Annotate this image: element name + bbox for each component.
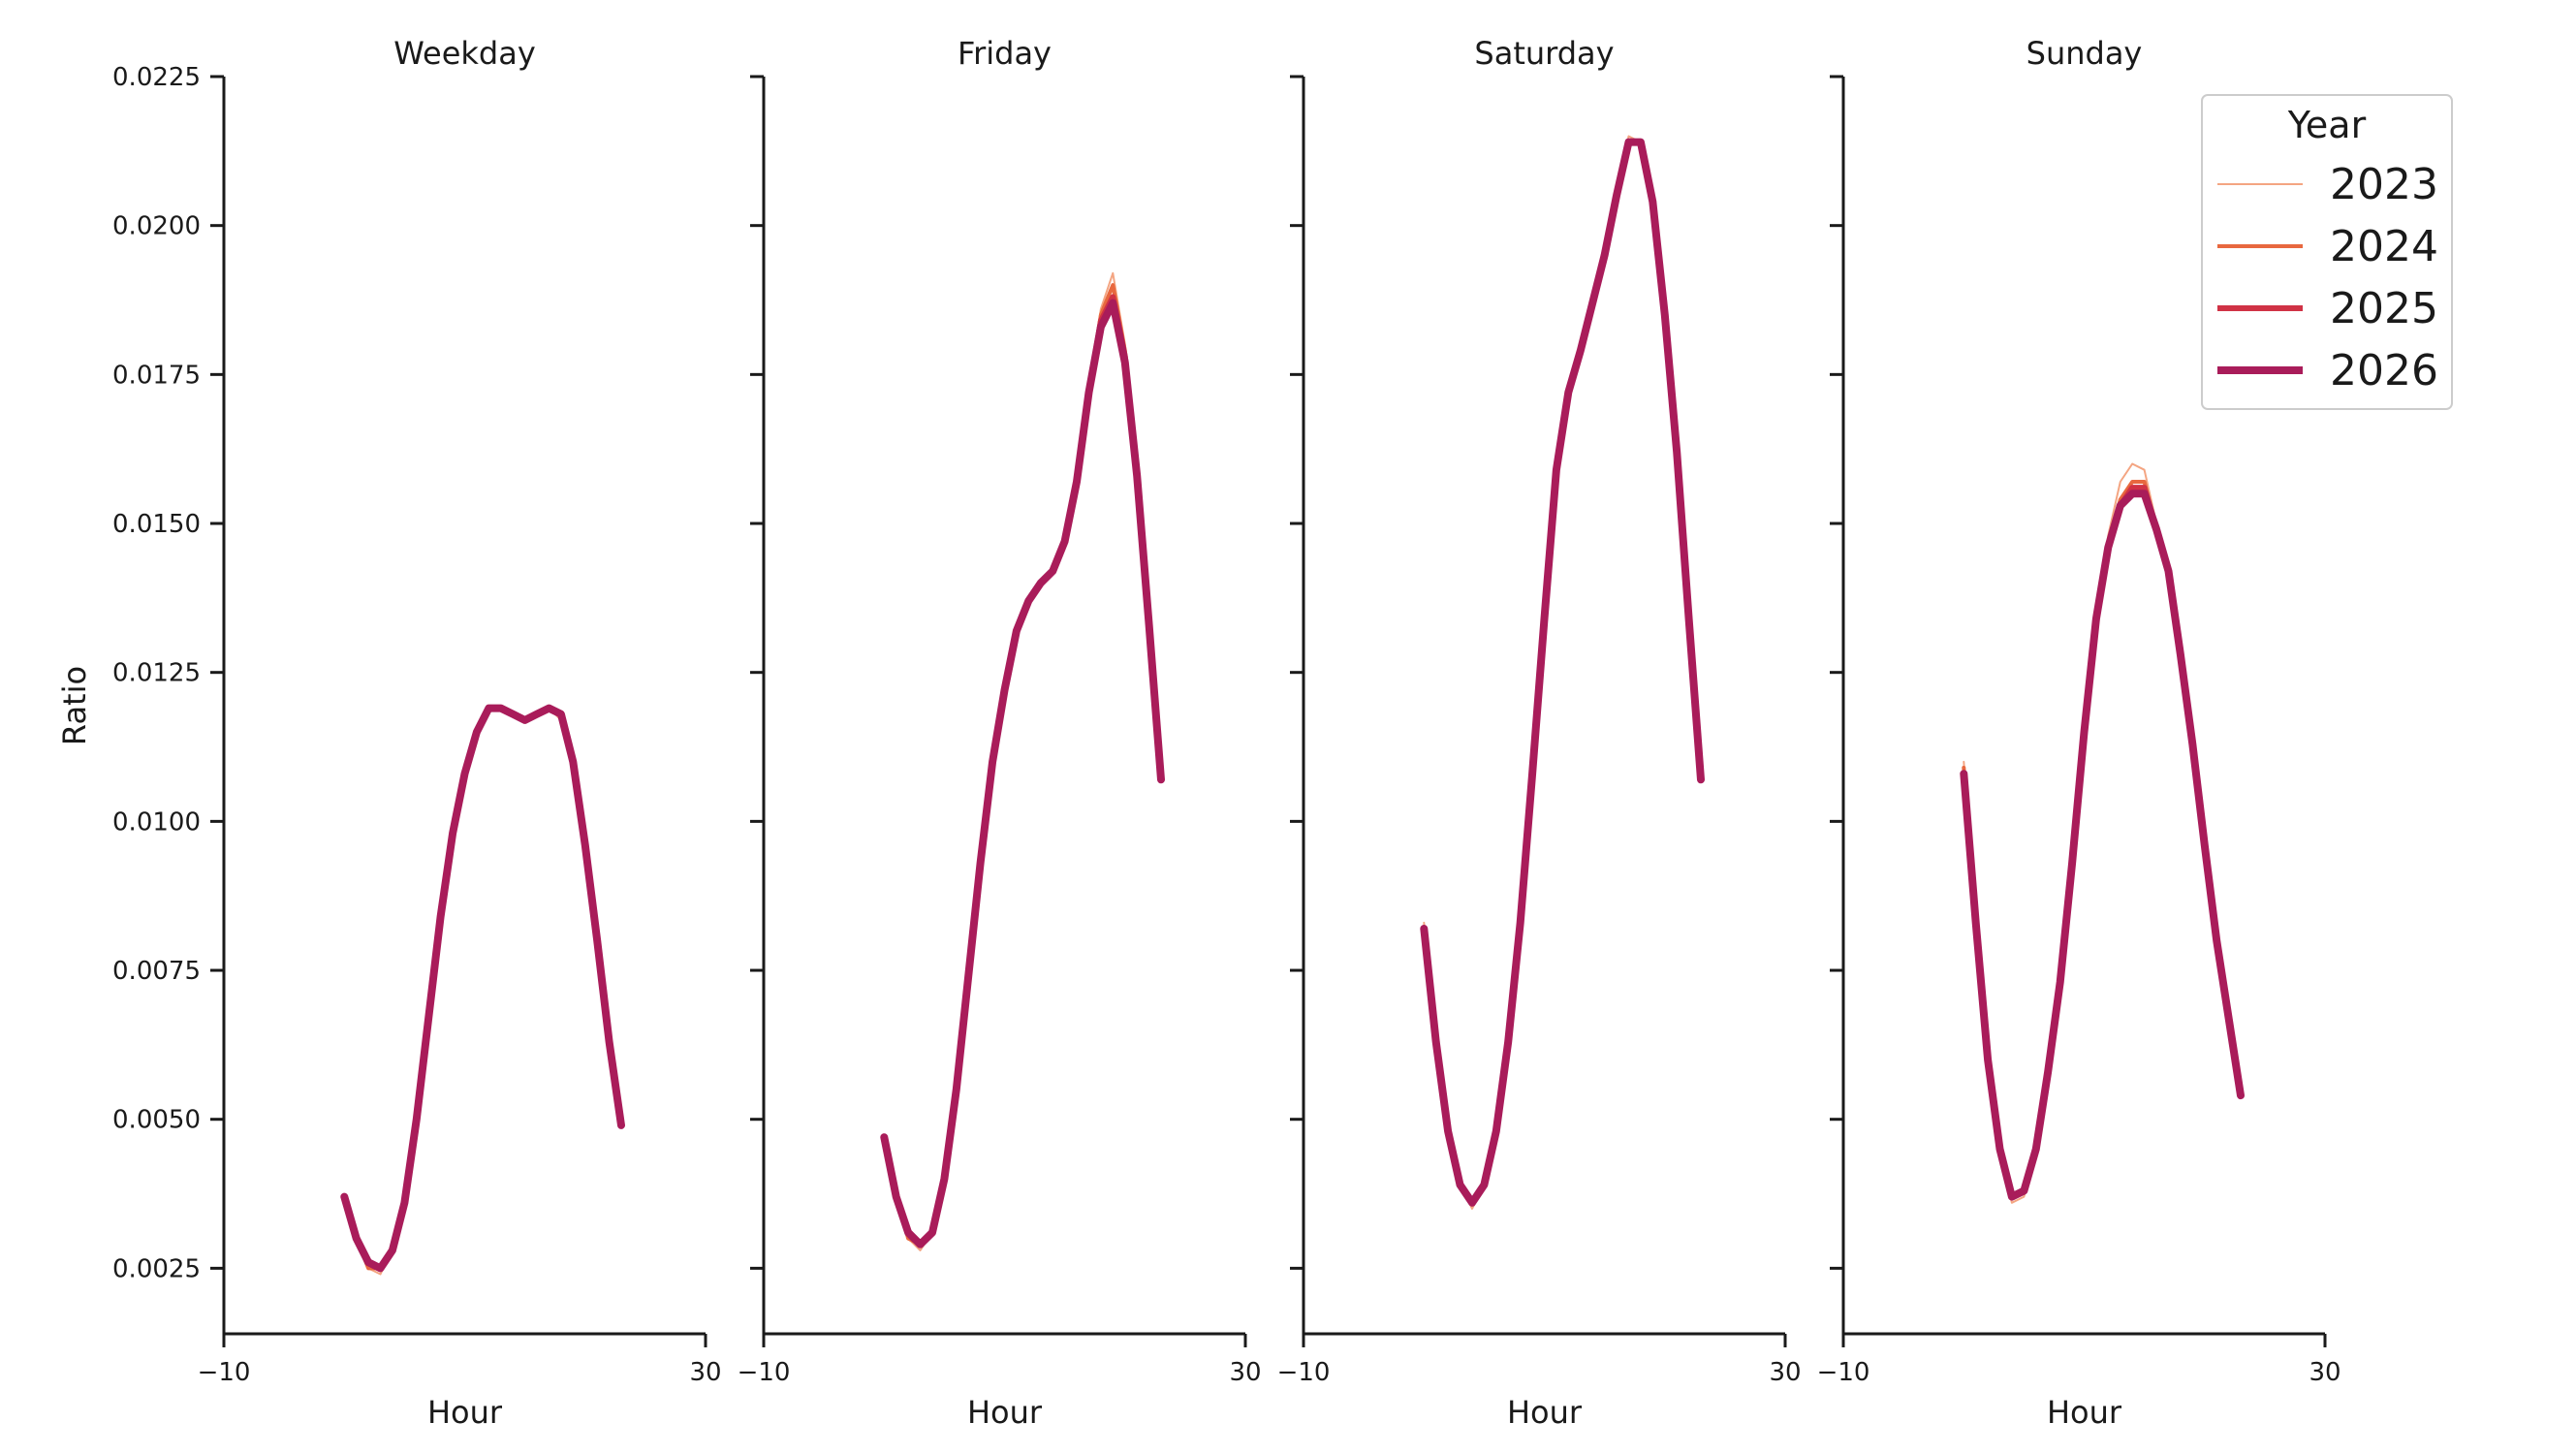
legend-box bbox=[2201, 94, 2453, 410]
x-tick-label: −10 bbox=[198, 1358, 251, 1387]
series-line-2025 bbox=[881, 294, 1164, 1248]
panel-friday: Friday −10 30 Hour bbox=[738, 35, 1262, 1431]
series-line-2026 bbox=[340, 704, 625, 1273]
y-tick-label: 0.0025 bbox=[112, 1254, 201, 1283]
y-tick-label: 0.0100 bbox=[112, 807, 201, 837]
series-line-2025 bbox=[1421, 139, 1704, 1206]
series-line-2023 bbox=[883, 271, 1162, 1251]
legend-label: 2024 bbox=[2330, 222, 2438, 271]
y-tick-label: 0.0050 bbox=[112, 1106, 201, 1135]
x-tick-label: 30 bbox=[689, 1358, 721, 1387]
legend-label: 2026 bbox=[2330, 346, 2438, 395]
panel-sunday: Sunday −10 30 Hour bbox=[1817, 35, 2341, 1431]
panel-title: Saturday bbox=[1474, 35, 1614, 72]
panel-title: Sunday bbox=[2026, 35, 2143, 72]
y-axis-title: Ratio bbox=[56, 666, 93, 745]
x-tick-label: 30 bbox=[2309, 1358, 2340, 1387]
panel-title: Friday bbox=[958, 35, 1052, 72]
legend-label: 2023 bbox=[2330, 160, 2438, 209]
series-line-2024 bbox=[1422, 140, 1703, 1205]
x-tick-label: −10 bbox=[738, 1358, 791, 1387]
panel-saturday: Saturday −10 30 Hour bbox=[1277, 35, 1802, 1431]
y-tick-label: 0.0075 bbox=[112, 957, 201, 986]
y-tick-label: 0.0225 bbox=[112, 63, 201, 92]
series-line-2026 bbox=[880, 299, 1165, 1249]
y-tick-label: 0.0125 bbox=[112, 659, 201, 688]
series-line-2026 bbox=[1420, 138, 1705, 1207]
x-tick-label: −10 bbox=[1277, 1358, 1331, 1387]
legend: Year 2023 2024 2025 2026 bbox=[2201, 94, 2453, 410]
legend-label: 2025 bbox=[2330, 284, 2438, 333]
x-tick-label: 30 bbox=[1229, 1358, 1261, 1387]
x-tick-label: 30 bbox=[1769, 1358, 1801, 1387]
panel-title: Weekday bbox=[393, 35, 536, 72]
x-axis-title: Hour bbox=[967, 1394, 1043, 1431]
y-tick-label: 0.0200 bbox=[112, 212, 201, 241]
x-tick-label: −10 bbox=[1817, 1358, 1870, 1387]
legend-title: Year bbox=[2287, 104, 2367, 146]
series-line-2026 bbox=[1960, 490, 2245, 1201]
series-line-2024 bbox=[882, 283, 1163, 1247]
chart-panels: Weekday 0.0025 0.0050 0.0075 0.0100 0.0125 0.0… bbox=[112, 35, 2341, 1431]
x-axis-title: Hour bbox=[427, 1394, 503, 1431]
x-axis-title: Hour bbox=[2047, 1394, 2122, 1431]
y-tick-label: 0.0175 bbox=[112, 361, 201, 390]
y-tick-label: 0.0150 bbox=[112, 510, 201, 539]
x-axis-title: Hour bbox=[1507, 1394, 1583, 1431]
panel-weekday: Weekday 0.0025 0.0050 0.0075 0.0100 0.0125 0.0… bbox=[112, 35, 722, 1431]
